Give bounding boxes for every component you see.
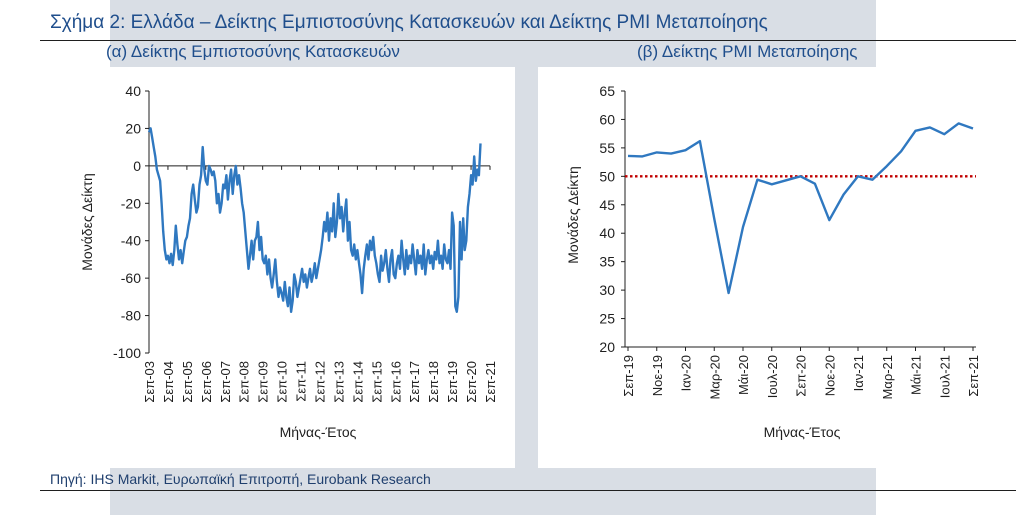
chart-b-panel: 65 60 55 50 45 40 35 30 25 20 Σεπ-19 Νοε-19 Ιαν-20 Μα…: [538, 67, 1003, 468]
y-tick-label: -20: [121, 195, 141, 211]
y-tick-label: 45: [599, 197, 615, 213]
x-tick-label: Σεπ-16: [388, 361, 403, 403]
x-axis-label: Μήνας-Έτος: [764, 424, 841, 440]
x-tick-label: Σεπ-07: [218, 361, 233, 403]
x-tick-label: Σεπ-10: [275, 361, 290, 403]
y-tick-label: 55: [599, 140, 615, 156]
y-tick-label: 40: [125, 83, 141, 99]
x-tick-label: Σεπ-19: [445, 361, 460, 403]
series-line-construction-confidence: [147, 127, 482, 314]
x-axis-label: Μήνας-Έτος: [280, 424, 357, 440]
x-tick-label: Σεπ-21: [966, 355, 981, 397]
y-tick-label: 25: [599, 311, 615, 327]
x-tick-label: Νοε-19: [650, 355, 665, 396]
x-tick-label: Σεπ-14: [350, 361, 365, 403]
x-tick-label: Σεπ-17: [407, 361, 422, 403]
x-tick-label: Σεπ-04: [161, 361, 176, 403]
x-tick-label: Σεπ-08: [237, 361, 252, 403]
y-tick-label: -60: [121, 270, 141, 286]
y-tick-label: 0: [133, 158, 141, 174]
x-tick-label: Σεπ-13: [331, 361, 346, 403]
y-tick-label: 20: [599, 339, 615, 355]
y-tick-label: 40: [599, 225, 615, 241]
y-axis-label: Μονάδες Δείκτη: [79, 173, 95, 270]
x-tick-label: Σεπ-11: [294, 361, 309, 402]
y-tick-label: 35: [599, 254, 615, 270]
x-tick-label: Σεπ-20: [464, 361, 479, 403]
x-tick-label: Σεπ-19: [621, 355, 636, 397]
chart-a-panel: 40 20 0 -20 -40 -60 -80 -100 Σεπ-03 Σεπ-04 Σεπ-05 Σ…: [50, 67, 515, 468]
x-tick-label: Σεπ-18: [426, 361, 441, 403]
x-tick-label: Σεπ-03: [142, 361, 157, 403]
x-tick-label: Ιουλ-20: [765, 355, 780, 398]
chart-a-title: (α) Δείκτης Εμπιστοσύνης Κατασκευών: [106, 42, 400, 61]
x-tick-label: Σεπ-12: [313, 361, 328, 403]
bottom-rule: [40, 490, 1016, 491]
y-tick-label: -100: [113, 345, 141, 361]
y-tick-label: 50: [599, 168, 615, 184]
x-tick-label: Μάι-20: [736, 355, 751, 395]
x-tick-label: Μάι-21: [909, 355, 924, 395]
chart-b-title: (β) Δείκτης PMI Μεταποίησης: [637, 42, 858, 61]
x-tick-label: Ιουλ-21: [937, 355, 952, 398]
x-tick-label: Νοε-20: [822, 355, 837, 396]
x-tick-label: Σεπ-06: [199, 361, 214, 403]
x-tick-label: Σεπ-09: [256, 361, 271, 403]
y-tick-label: -80: [121, 308, 141, 324]
chart-b-svg: 65 60 55 50 45 40 35 30 25 20 Σεπ-19 Νοε-19 Ιαν-20 Μα…: [565, 83, 981, 440]
x-tick-label: Σεπ-15: [369, 361, 384, 403]
y-tick-label: 30: [599, 282, 615, 298]
series-line-pmi: [627, 122, 974, 295]
y-tick-label: 60: [599, 111, 615, 127]
x-tick-label: Μαρ-20: [707, 355, 722, 400]
x-tick-label: Σεπ-21: [483, 361, 498, 403]
x-tick-label: Σεπ-05: [180, 361, 195, 403]
x-tick-label: Σεπ-20: [794, 355, 809, 397]
x-tick-label: Μαρ-21: [880, 355, 895, 400]
source-note: Πηγή: IHS Markit, Ευρωπαϊκή Επιτροπή, Eu…: [50, 471, 431, 487]
top-rule: [40, 40, 1016, 41]
figure-title: Σχήμα 2: Ελλάδα – Δείκτης Εμπιστοσύνης Κ…: [50, 12, 768, 33]
y-axis-label: Μονάδες Δείκτη: [565, 166, 581, 263]
y-tick-label: 20: [125, 120, 141, 136]
x-tick-label: Ιαν-20: [679, 355, 694, 391]
y-tick-label: 65: [599, 83, 615, 99]
x-tick-label: Ιαν-21: [851, 355, 866, 391]
y-tick-label: -40: [121, 233, 141, 249]
